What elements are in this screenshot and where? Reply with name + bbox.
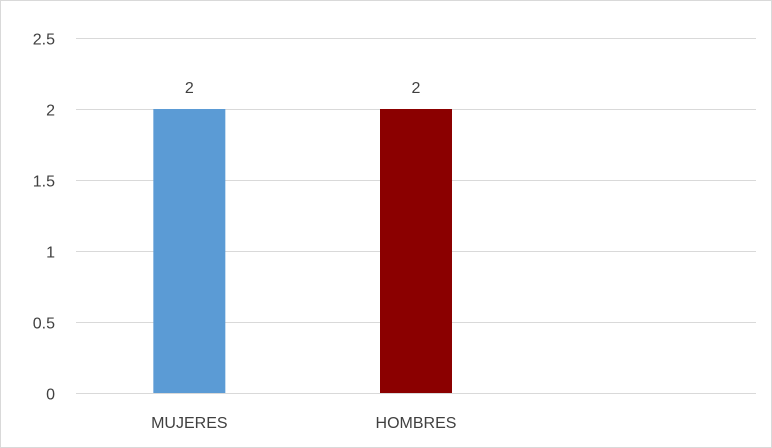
bar-mujeres <box>153 109 226 393</box>
x-axis-tick-labels: MUJERES HOMBRES <box>151 415 456 432</box>
y-tick-label: 1 <box>46 245 55 262</box>
data-label-hombres: 2 <box>412 80 421 97</box>
x-tick-label: HOMBRES <box>376 415 457 432</box>
y-tick-label: 1.5 <box>33 174 55 191</box>
data-label-mujeres: 2 <box>185 80 194 97</box>
y-tick-label: 0 <box>46 387 55 404</box>
bar-hombres <box>380 109 452 393</box>
y-tick-label: 2.5 <box>33 32 55 49</box>
y-tick-label: 0.5 <box>33 316 55 333</box>
bars <box>153 109 452 393</box>
y-axis-tick-labels: 0 0.5 1 1.5 2 2.5 <box>33 32 55 404</box>
y-tick-label: 2 <box>46 103 55 120</box>
x-tick-label: MUJERES <box>151 415 227 432</box>
